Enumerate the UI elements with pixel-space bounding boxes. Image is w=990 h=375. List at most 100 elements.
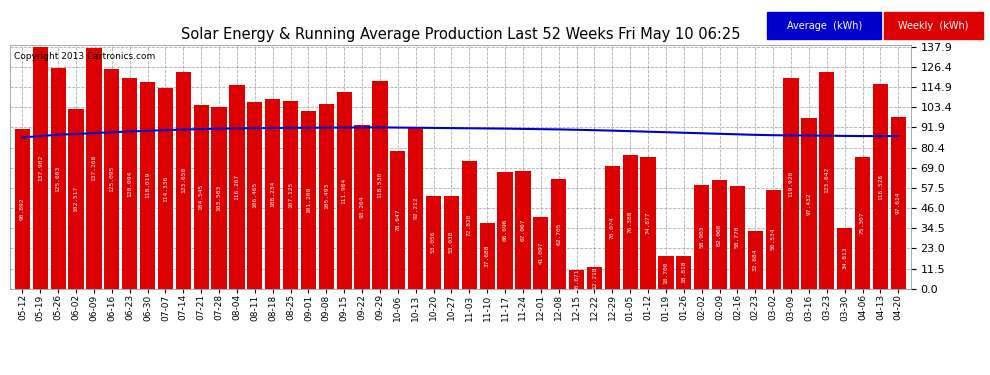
Bar [319, 104, 334, 289]
Text: 67.067: 67.067 [521, 219, 526, 241]
Bar [283, 101, 298, 289]
Text: 101.209: 101.209 [306, 187, 311, 213]
Bar [479, 223, 495, 289]
Bar [783, 78, 799, 289]
Bar [444, 196, 459, 289]
Text: 93.264: 93.264 [359, 196, 364, 218]
Text: 97.432: 97.432 [807, 192, 812, 214]
Bar [248, 102, 262, 289]
Text: 97.614: 97.614 [896, 192, 901, 214]
Text: 34.813: 34.813 [842, 247, 847, 270]
Bar [658, 256, 673, 289]
Bar [104, 69, 120, 289]
Text: 106.465: 106.465 [252, 182, 257, 209]
Text: 120.094: 120.094 [127, 170, 132, 196]
Bar [641, 158, 655, 289]
Bar [122, 78, 138, 289]
Text: 62.705: 62.705 [556, 222, 561, 245]
Text: 108.234: 108.234 [270, 181, 275, 207]
Bar [212, 107, 227, 289]
Text: 103.503: 103.503 [217, 185, 222, 211]
Bar [408, 127, 424, 289]
Title: Solar Energy & Running Average Production Last 52 Weeks Fri May 10 06:25: Solar Energy & Running Average Productio… [180, 27, 741, 42]
Bar [337, 92, 351, 289]
Bar [676, 256, 691, 289]
Bar [372, 81, 387, 289]
Bar [497, 172, 513, 289]
Bar [730, 186, 745, 289]
Text: 74.877: 74.877 [645, 212, 650, 234]
Bar [461, 161, 477, 289]
Text: 32.684: 32.684 [752, 249, 757, 272]
Bar [747, 231, 763, 289]
Text: 125.095: 125.095 [109, 166, 114, 192]
Text: Copyright 2013 Cartronics.com: Copyright 2013 Cartronics.com [15, 53, 155, 61]
Text: 125.603: 125.603 [55, 165, 60, 192]
Bar [265, 99, 280, 289]
Text: 58.770: 58.770 [735, 226, 740, 248]
Text: 72.820: 72.820 [467, 214, 472, 236]
Text: 111.984: 111.984 [342, 177, 346, 204]
Text: 62.060: 62.060 [717, 223, 722, 246]
Text: 118.019: 118.019 [146, 172, 150, 198]
Bar [534, 217, 548, 289]
Text: 18.700: 18.700 [663, 261, 668, 284]
Bar [157, 88, 173, 289]
Bar [587, 267, 602, 289]
Text: 104.545: 104.545 [199, 184, 204, 210]
Text: 114.336: 114.336 [163, 175, 168, 201]
Text: 18.818: 18.818 [681, 261, 686, 284]
Bar [516, 171, 531, 289]
Text: 78.647: 78.647 [395, 209, 400, 231]
Text: 75.307: 75.307 [860, 211, 865, 234]
Bar [838, 228, 852, 289]
Bar [140, 82, 155, 289]
Bar [33, 47, 48, 289]
Bar [68, 109, 83, 289]
Text: 116.526: 116.526 [878, 173, 883, 200]
Bar [605, 166, 620, 289]
Bar [390, 151, 405, 289]
Text: 10.671: 10.671 [574, 268, 579, 291]
Bar [86, 48, 102, 289]
Bar [194, 105, 209, 289]
Bar [50, 68, 65, 289]
Bar [175, 72, 191, 289]
Text: 123.642: 123.642 [825, 167, 830, 194]
Text: 118.530: 118.530 [377, 172, 382, 198]
Text: 58.903: 58.903 [699, 226, 704, 248]
Text: 76.388: 76.388 [628, 210, 633, 233]
Text: 41.097: 41.097 [539, 242, 544, 264]
Bar [354, 125, 369, 289]
Text: 92.212: 92.212 [413, 196, 418, 219]
Text: 37.688: 37.688 [485, 244, 490, 267]
Text: 90.892: 90.892 [20, 198, 25, 220]
Text: 70.074: 70.074 [610, 216, 615, 238]
Bar [15, 129, 30, 289]
Text: 105.493: 105.493 [324, 183, 329, 209]
Text: 116.267: 116.267 [235, 174, 240, 200]
Text: 56.534: 56.534 [770, 228, 775, 251]
Bar [765, 189, 781, 289]
Text: 123.650: 123.650 [181, 167, 186, 194]
Bar [569, 270, 584, 289]
Bar [694, 185, 709, 289]
Text: 119.920: 119.920 [789, 170, 794, 196]
Text: 66.696: 66.696 [503, 219, 508, 242]
Bar [873, 84, 888, 289]
Bar [801, 118, 817, 289]
Bar [712, 180, 727, 289]
Text: 53.038: 53.038 [448, 231, 453, 254]
Text: Average  (kWh): Average (kWh) [786, 21, 862, 31]
Text: 137.268: 137.268 [91, 155, 96, 182]
Bar [301, 111, 316, 289]
Bar [855, 157, 870, 289]
Text: 107.125: 107.125 [288, 182, 293, 208]
Text: 12.218: 12.218 [592, 267, 597, 289]
Text: 53.056: 53.056 [431, 231, 436, 254]
Text: Weekly  (kWh): Weekly (kWh) [898, 21, 969, 31]
Bar [819, 72, 835, 289]
Bar [623, 155, 638, 289]
Bar [551, 179, 566, 289]
Text: 102.517: 102.517 [73, 186, 78, 212]
